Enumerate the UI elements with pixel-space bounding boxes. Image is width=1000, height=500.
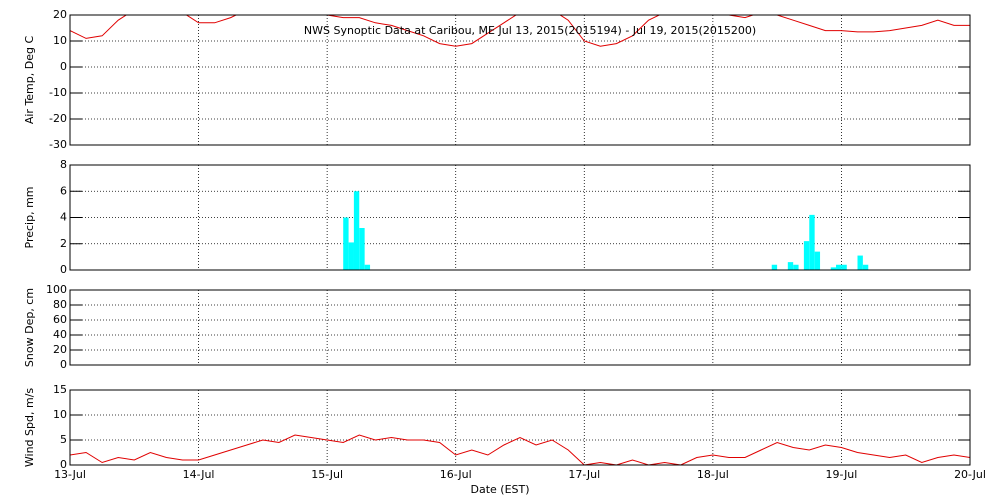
plot-frame [69,389,971,466]
bar [343,217,349,270]
x-tick-label: 17-Jul [568,468,600,481]
bar [793,264,799,270]
bar [809,214,815,270]
y-axis-label: Air Temp, Deg C [23,36,36,125]
y-axis-label: Precip, mm [23,187,36,249]
y-tick-label: 6 [60,184,67,197]
bar [803,241,810,270]
y-tick-label: 10 [53,408,67,421]
y-tick-label: 5 [60,433,67,446]
x-tick-label: 19-Jul [825,468,857,481]
bar [857,255,863,270]
plot-area [70,15,970,47]
x-tick-label: 14-Jul [183,468,215,481]
y-tick-label: 15 [53,383,67,396]
x-tick-label: 20-Jul [954,468,986,481]
y-tick-label: -20 [49,112,67,125]
y-tick-label: 60 [53,313,67,326]
x-tick-label: 15-Jul [311,468,343,481]
y-tick-label: 20 [53,343,67,356]
bar [836,264,842,270]
y-tick-label: 80 [53,298,67,311]
y-tick-label: 40 [53,328,67,341]
plot-frame [69,164,971,271]
x-tick-label: 13-Jul [54,468,86,481]
line-series [70,15,970,47]
y-tick-label: 0 [60,60,67,73]
bar [364,264,371,270]
y-tick-label: 20 [53,8,67,21]
x-tick-label: 16-Jul [440,468,472,481]
bar [841,264,847,270]
y-axis-label: Wind Spd, m/s [23,388,36,468]
x-tick-label: 18-Jul [697,468,729,481]
y-tick-label: 2 [60,237,67,250]
bar [348,242,354,270]
plot-frame [69,289,971,366]
bar [830,267,837,270]
y-tick-label: 0 [60,458,67,471]
bar [359,228,365,270]
y-axis-label: Snow Dep, cm [23,288,36,367]
plot-area [343,191,869,270]
y-tick-label: -10 [49,86,67,99]
y-tick-label: -30 [49,138,67,151]
plot-frame [69,14,971,146]
bar [771,264,778,270]
line-series [70,434,970,465]
bar [353,191,360,270]
chart-title: NWS Synoptic Data at Caribou, ME Jul 13,… [304,24,756,37]
y-tick-label: 0 [60,358,67,371]
y-tick-label: 4 [60,211,67,224]
bar [814,251,821,270]
x-axis-label: Date (EST) [470,483,529,496]
y-tick-label: 0 [60,263,67,276]
bar [862,264,869,270]
y-tick-label: 8 [60,158,67,171]
y-tick-label: 100 [46,283,67,296]
bar [787,262,794,270]
plot-area [70,434,970,465]
y-tick-label: 10 [53,34,67,47]
